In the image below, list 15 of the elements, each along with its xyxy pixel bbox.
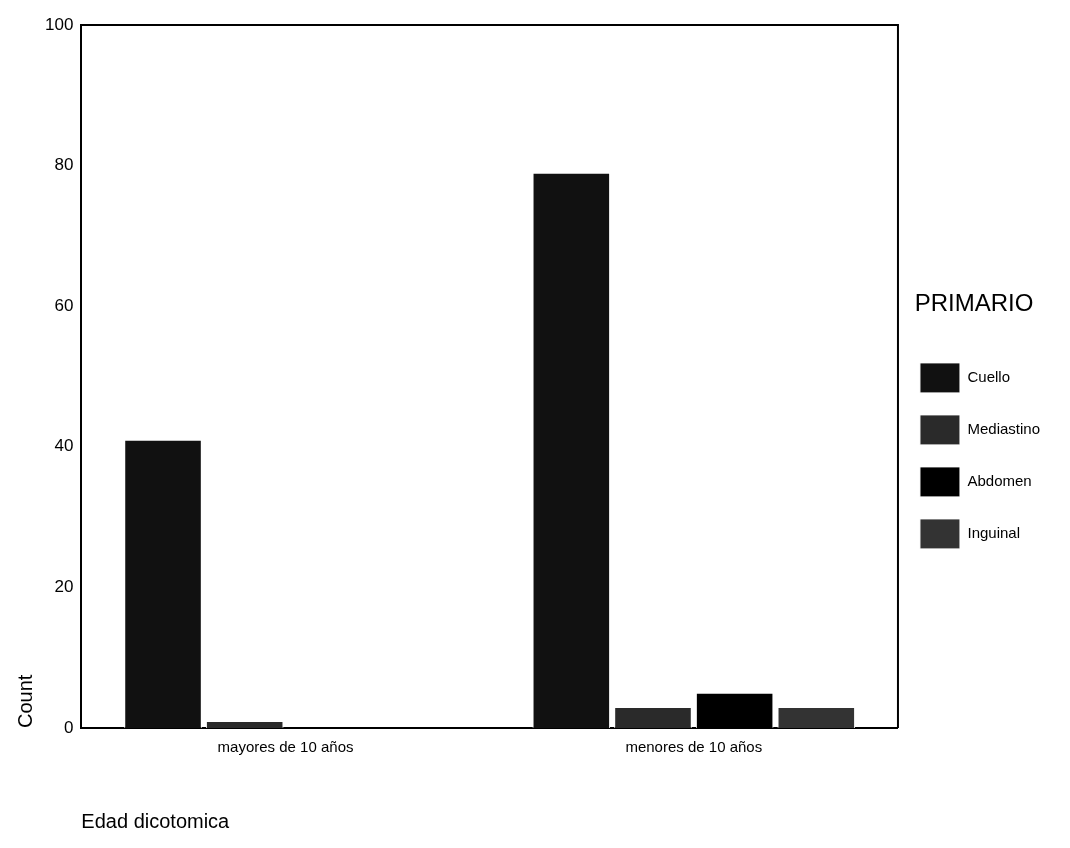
y-tick-label: 100 (44, 14, 74, 34)
y-tick-label: 60 (54, 295, 74, 315)
y-tick-label: 20 (54, 577, 74, 597)
x-tick-label: mayores de 10 años (217, 738, 354, 756)
legend-label: Inguinal (967, 524, 1021, 542)
x-tick-label: menores de 10 años (625, 738, 763, 756)
y-axis-title: Count (13, 674, 36, 728)
y-tick-label: 0 (63, 717, 74, 737)
x-axis-title: Edad dicotomica (81, 809, 231, 832)
y-tick-label: 40 (54, 436, 74, 456)
legend-label: Cuello (967, 368, 1010, 386)
y-tick-label: 80 (54, 155, 74, 175)
legend-label: Abdomen (967, 472, 1032, 490)
legend-title: PRIMARIO (914, 288, 1034, 316)
legend-label: Mediastino (967, 420, 1041, 438)
